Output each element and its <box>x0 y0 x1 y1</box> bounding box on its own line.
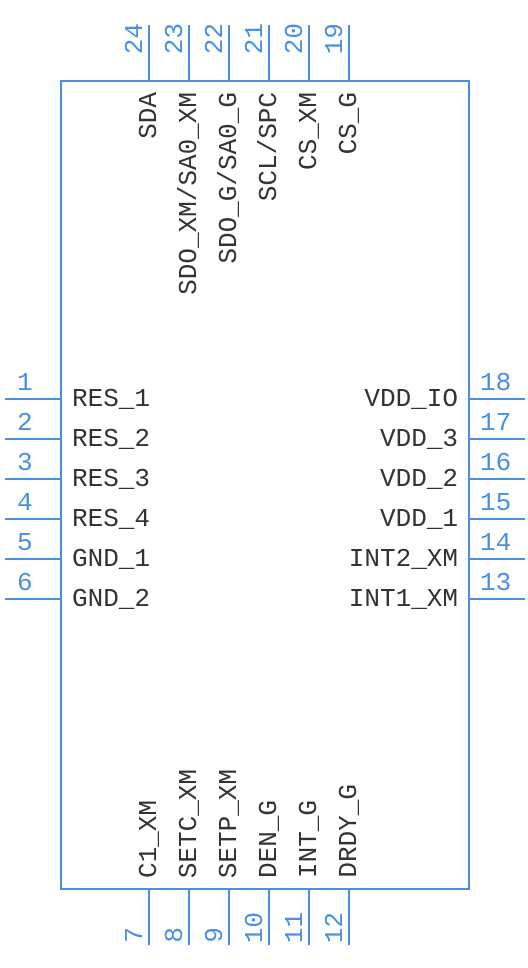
pin-number: 8 <box>160 927 190 943</box>
pin-label: DEN_G <box>254 800 284 878</box>
pin-underline-left <box>10 398 50 400</box>
pin-label: SETP_XM <box>214 769 244 878</box>
pin-underline-right <box>478 598 518 600</box>
pin-label: RES_2 <box>72 424 150 454</box>
pin-label: INT_G <box>294 800 324 878</box>
pin-number: 5 <box>17 528 33 558</box>
pin-number: 6 <box>17 568 33 598</box>
pin-number: 16 <box>480 448 511 478</box>
pin-number: 7 <box>120 927 150 943</box>
pin-label: GND_1 <box>72 544 150 574</box>
pin-label: C1_XM <box>134 800 164 878</box>
pin-label: INT1_XM <box>349 584 458 614</box>
pin-label: CS_G <box>334 92 364 154</box>
pin-label: VDD_3 <box>380 424 458 454</box>
pin-number: 21 <box>240 23 270 54</box>
pin-label: DRDY_G <box>334 784 364 878</box>
pin-label: VDD_IO <box>364 384 458 414</box>
pin-label: GND_2 <box>72 584 150 614</box>
pin-number: 2 <box>17 408 33 438</box>
pin-number: 10 <box>240 912 270 943</box>
pin-number: 18 <box>480 368 511 398</box>
pin-number: 13 <box>480 568 511 598</box>
pin-number: 17 <box>480 408 511 438</box>
pin-number: 20 <box>280 23 310 54</box>
pin-label: SDO_XM/SA0_XM <box>174 92 204 295</box>
pin-underline-right <box>478 438 518 440</box>
pin-number: 14 <box>480 528 511 558</box>
pin-label: SCL/SPC <box>254 92 284 201</box>
pin-number: 22 <box>200 23 230 54</box>
pin-number: 3 <box>17 448 33 478</box>
pin-number: 12 <box>320 912 350 943</box>
pin-underline-left <box>10 598 50 600</box>
pin-number: 11 <box>280 912 310 943</box>
pin-label: SDA <box>134 92 164 139</box>
pin-underline-right <box>478 398 518 400</box>
pin-number: 19 <box>320 23 350 54</box>
pin-underline-right <box>478 558 518 560</box>
pin-number: 23 <box>160 23 190 54</box>
pin-underline-left <box>10 438 50 440</box>
pin-underline-right <box>478 518 518 520</box>
pin-number: 15 <box>480 488 511 518</box>
pin-label: CS_XM <box>294 92 324 170</box>
pin-number: 4 <box>17 488 33 518</box>
pin-label: RES_3 <box>72 464 150 494</box>
pin-label: SDO_G/SA0_G <box>214 92 244 264</box>
pin-label: VDD_2 <box>380 464 458 494</box>
pin-underline-left <box>10 478 50 480</box>
pin-number: 1 <box>17 368 33 398</box>
pin-label: SETC_XM <box>174 769 204 878</box>
pin-underline-left <box>10 558 50 560</box>
pin-number: 24 <box>120 23 150 54</box>
pin-label: RES_1 <box>72 384 150 414</box>
pin-label: RES_4 <box>72 504 150 534</box>
pin-label: INT2_XM <box>349 544 458 574</box>
pin-number: 9 <box>200 927 230 943</box>
pin-underline-right <box>478 478 518 480</box>
pin-label: VDD_1 <box>380 504 458 534</box>
pin-underline-left <box>10 518 50 520</box>
